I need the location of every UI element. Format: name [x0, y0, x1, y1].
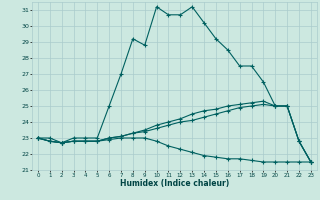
X-axis label: Humidex (Indice chaleur): Humidex (Indice chaleur) [120, 179, 229, 188]
